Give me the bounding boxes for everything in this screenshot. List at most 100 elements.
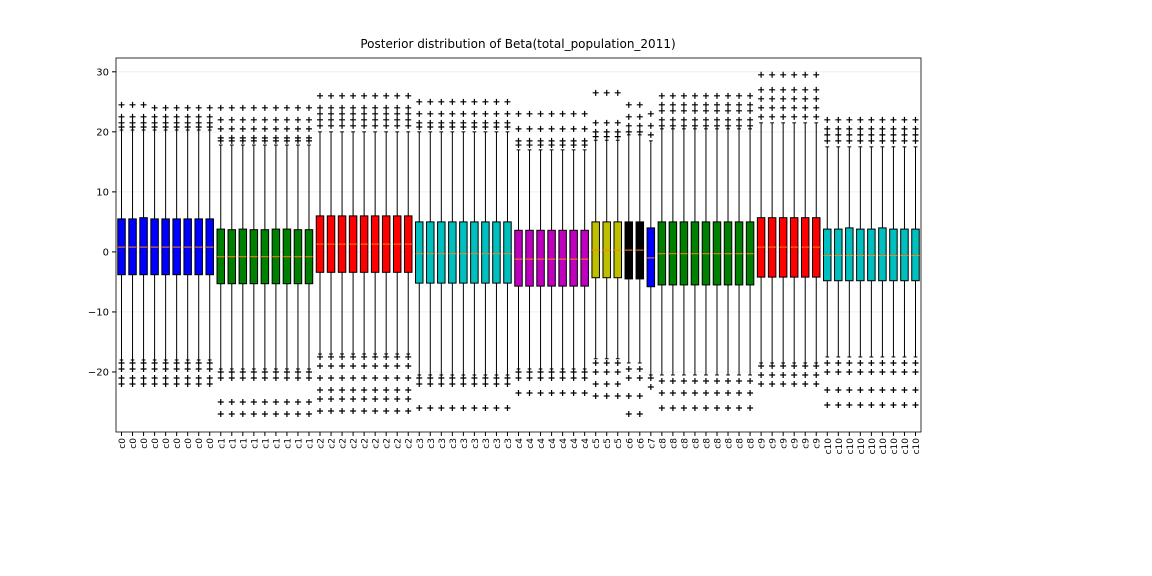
flier (702, 389, 709, 396)
x-tick-label: c0 (162, 438, 172, 449)
x-tick-label: c8 (691, 438, 701, 449)
flier (592, 359, 599, 366)
chart-title: Posterior distribution of Beta(total_pop… (360, 37, 675, 51)
flier (228, 398, 235, 405)
flier (736, 92, 743, 99)
flier (339, 122, 346, 129)
flier (405, 386, 412, 393)
flier (658, 122, 665, 129)
flier (416, 404, 423, 411)
flier (846, 116, 853, 123)
flier (713, 101, 720, 108)
flier (361, 386, 368, 393)
flier (769, 113, 776, 120)
flier (394, 386, 401, 393)
flier (339, 104, 346, 111)
flier (912, 401, 919, 408)
x-tick-label: c3 (438, 438, 448, 449)
flier (647, 110, 654, 117)
x-tick-label: c1 (294, 438, 304, 449)
flier (736, 389, 743, 396)
flier (140, 380, 147, 387)
flier (162, 374, 169, 381)
x-tick-label: c9 (758, 438, 768, 449)
flier (416, 119, 423, 126)
flier (261, 134, 268, 141)
flier (438, 110, 445, 117)
flier (206, 374, 213, 381)
flier (835, 401, 842, 408)
flier (592, 119, 599, 126)
flier (217, 410, 224, 417)
flier (813, 104, 820, 111)
flier (294, 398, 301, 405)
flier (460, 98, 467, 105)
flier (835, 116, 842, 123)
flier (780, 362, 787, 369)
x-tick-label: c8 (658, 438, 668, 449)
flier (791, 71, 798, 78)
flier (317, 386, 324, 393)
box (558, 229, 567, 287)
flier (537, 374, 544, 381)
flier (162, 119, 169, 126)
flier (471, 119, 478, 126)
y-tick-label: 10 (96, 187, 109, 198)
flier (824, 401, 831, 408)
flier (317, 116, 324, 123)
flier (702, 404, 709, 411)
flier (383, 92, 390, 99)
flier (758, 95, 765, 102)
flier (206, 359, 213, 366)
flier (791, 113, 798, 120)
flier (868, 131, 875, 138)
flier (339, 116, 346, 123)
box (569, 229, 578, 287)
flier (802, 362, 809, 369)
flier (151, 119, 158, 126)
flier (250, 410, 257, 417)
box (536, 229, 545, 287)
flier (890, 386, 897, 393)
flier (305, 134, 312, 141)
flier (261, 398, 268, 405)
flier (835, 386, 842, 393)
flier (206, 113, 213, 120)
flier (504, 374, 511, 381)
flier (350, 122, 357, 129)
flier (857, 116, 864, 123)
flier (736, 116, 743, 123)
flier (713, 116, 720, 123)
flier (835, 131, 842, 138)
flier (206, 104, 213, 111)
flier (460, 374, 467, 381)
flier (250, 104, 257, 111)
x-tick-label: c3 (504, 438, 514, 449)
x-tick-label: c1 (305, 438, 315, 449)
flier (383, 110, 390, 117)
flier (758, 104, 765, 111)
flier (879, 386, 886, 393)
flier (261, 104, 268, 111)
flier (239, 368, 246, 375)
x-tick-label: c0 (151, 438, 161, 449)
flier (493, 119, 500, 126)
flier (548, 374, 555, 381)
flier (725, 107, 732, 114)
flier (129, 113, 136, 120)
flier (328, 374, 335, 381)
flier (813, 113, 820, 120)
flier (901, 131, 908, 138)
x-tick-label: c8 (736, 438, 746, 449)
x-tick-label: c0 (184, 438, 194, 449)
x-tick-label: c5 (603, 438, 613, 449)
flier (713, 404, 720, 411)
box (481, 221, 490, 284)
flier (383, 386, 390, 393)
flier (217, 125, 224, 132)
flier (173, 365, 180, 372)
flier (162, 380, 169, 387)
flier (328, 362, 335, 369)
flier (383, 374, 390, 381)
flier (394, 395, 401, 402)
